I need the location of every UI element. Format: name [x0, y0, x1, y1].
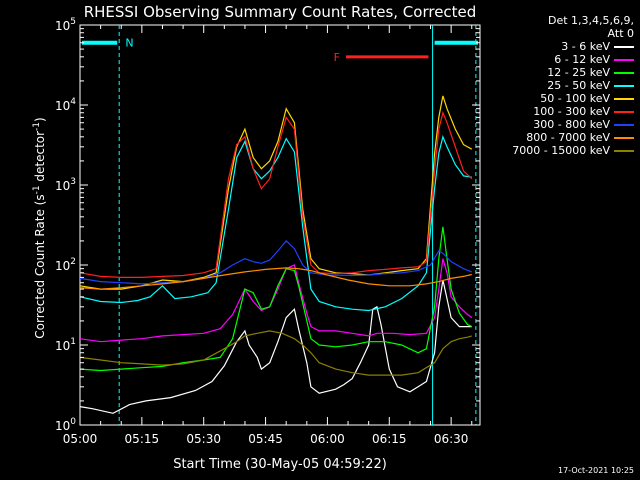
series-line-5	[79, 110, 473, 278]
legend-item-6: 300 - 800 keV	[486, 118, 634, 131]
footer-date: 17-Oct-2021 10:25	[558, 466, 634, 475]
legend-swatch-8	[614, 149, 634, 152]
y-label-base: Corrected Count Rate (s	[33, 194, 47, 338]
y-tick-label-3: 103	[55, 177, 76, 193]
x-axis-label: Start Time (30-May-05 04:59:22)	[173, 457, 387, 472]
y-label-exp1: -1	[32, 185, 42, 194]
y-tick-label-5: 105	[55, 17, 76, 33]
y-label-end: )	[33, 117, 47, 122]
legend-swatch-2	[614, 71, 634, 74]
legend-label-0: 3 - 6 keV	[561, 40, 610, 53]
legend-label-6: 300 - 800 keV	[533, 118, 610, 131]
legend-item-2: 12 - 25 keV	[486, 66, 634, 79]
legend-label-8: 7000 - 15000 keV	[512, 144, 610, 157]
legend-item-7: 800 - 7000 keV	[486, 131, 634, 144]
series-line-1	[79, 258, 473, 343]
x-tick-label-4: 06:00	[310, 432, 345, 446]
series-line-8	[79, 330, 472, 376]
y-label-exp2: -1	[32, 122, 42, 131]
legend-item-0: 3 - 6 keV	[486, 40, 634, 53]
y-tick-label-4: 104	[55, 97, 76, 113]
series-line-3	[79, 134, 472, 312]
x-axis-ticks: 05:00 05:15 05:30 05:45 06:00 06:15 06:30	[63, 25, 473, 446]
y-label-mid: detector	[33, 131, 47, 186]
legend-label-4: 50 - 100 keV	[540, 92, 610, 105]
legend-label-7: 800 - 7000 keV	[526, 131, 610, 144]
legend-item-1: 6 - 12 keV	[486, 53, 634, 66]
series-line-4	[79, 95, 473, 290]
series-line-2	[79, 226, 473, 372]
legend: Det 1,3,4,5,6,9, Att 0 3 - 6 keV 6 - 12 k…	[486, 14, 634, 157]
night-label: N	[125, 37, 133, 50]
legend-swatch-4	[614, 97, 634, 100]
x-tick-label-1: 05:15	[125, 432, 160, 446]
legend-swatch-5	[614, 110, 634, 113]
y-axis-label: Corrected Count Rate (s-1 detector-1)	[32, 117, 47, 338]
legend-item-4: 50 - 100 keV	[486, 92, 634, 105]
legend-rows: 3 - 6 keV 6 - 12 keV 12 - 25 keV 25 - 50 ke…	[486, 40, 634, 157]
chart-title: RHESSI Observing Summary Count Rates, Co…	[84, 3, 477, 21]
y-tick-label-2: 102	[55, 257, 76, 273]
y-axis-ticks: 100 101 102 103 104 105	[55, 17, 480, 433]
x-tick-label-2: 05:30	[186, 432, 221, 446]
legend-label-3: 25 - 50 keV	[547, 79, 610, 92]
x-tick-label-3: 05:45	[248, 432, 283, 446]
legend-item-8: 7000 - 15000 keV	[486, 144, 634, 157]
legend-label-1: 6 - 12 keV	[554, 53, 610, 66]
series-line-0	[79, 279, 472, 414]
plot-area: NF	[79, 24, 481, 426]
legend-swatch-0	[614, 45, 634, 48]
legend-label-5: 100 - 300 keV	[533, 105, 610, 118]
series-line-7	[79, 267, 472, 290]
legend-header-attenuator: Att 0	[607, 27, 634, 40]
y-tick-label-1: 101	[55, 337, 76, 353]
legend-swatch-6	[614, 123, 634, 126]
legend-item-5: 100 - 300 keV	[486, 105, 634, 118]
legend-label-2: 12 - 25 keV	[547, 66, 610, 79]
legend-swatch-7	[614, 136, 634, 139]
x-tick-label-6: 06:30	[434, 432, 469, 446]
x-tick-label-0: 05:00	[63, 432, 98, 446]
plot-frame	[79, 24, 481, 426]
legend-swatch-3	[614, 84, 634, 87]
x-tick-label-5: 06:15	[372, 432, 407, 446]
flare-label: F	[334, 51, 340, 64]
y-tick-label-0: 100	[55, 417, 76, 433]
legend-swatch-1	[614, 58, 634, 61]
legend-item-3: 25 - 50 keV	[486, 79, 634, 92]
legend-header-detectors: Det 1,3,4,5,6,9,	[547, 14, 634, 27]
